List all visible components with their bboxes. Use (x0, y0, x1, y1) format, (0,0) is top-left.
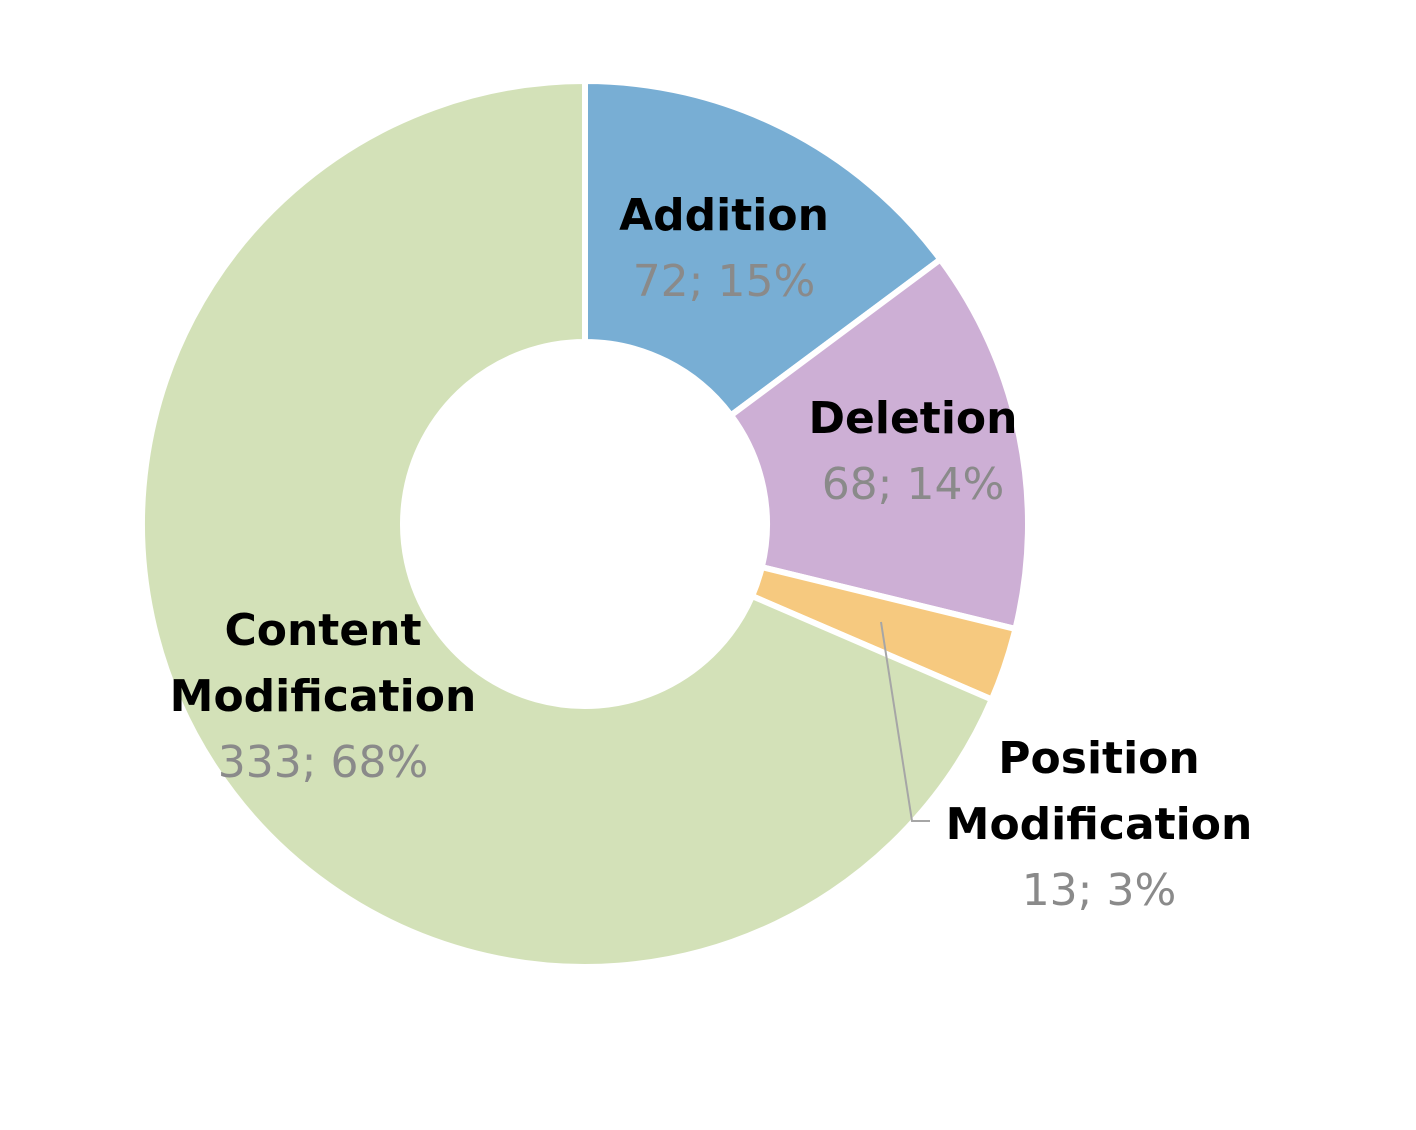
slice-value-addition: 72; 15% (633, 256, 816, 307)
slice-deletion (726, 255, 1031, 633)
slice-label-addition: Addition (619, 190, 829, 241)
labels-layer: Addition 72; 15% Deletion 68; 14% Position Mo… (170, 190, 1253, 916)
slice-label-content-modification-line-2: Modification (170, 671, 477, 722)
slice-addition (582, 77, 945, 420)
leader-layer (880, 621, 930, 822)
slice-value-position-modification: 13; 3% (1022, 865, 1177, 916)
slice-label-position-modification-line-1: Position (998, 733, 1199, 784)
slice-value-deletion: 68; 14% (822, 459, 1005, 510)
leader-line-position-modification (880, 621, 930, 822)
slice-label-content-modification-line-1: Content (224, 605, 421, 656)
slice-label-deletion: Deletion (809, 393, 1018, 444)
slice-value-content-modification: 333; 68% (218, 737, 429, 788)
slices-layer (139, 77, 1031, 970)
slice-label-position-modification-line-2: Modification (946, 799, 1253, 850)
slice-content-modification (139, 77, 996, 970)
